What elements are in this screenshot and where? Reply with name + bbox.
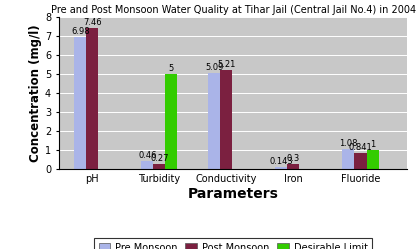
Bar: [153, 164, 165, 169]
Title: Pre and Post Monsoon Water Quality at Tihar Jail (Central Jail No.4) in 2004: Pre and Post Monsoon Water Quality at Ti…: [50, 5, 416, 15]
Bar: [208, 73, 220, 169]
Bar: [74, 37, 86, 169]
Text: 0.841: 0.841: [349, 143, 373, 152]
Text: 7.46: 7.46: [83, 18, 102, 27]
Bar: [141, 161, 153, 169]
Bar: [367, 150, 378, 169]
Text: 0.3: 0.3: [287, 154, 300, 163]
Bar: [354, 153, 367, 169]
X-axis label: Parameters: Parameters: [188, 187, 278, 201]
Text: 1: 1: [370, 140, 375, 149]
Text: 5.21: 5.21: [217, 61, 236, 69]
Text: 0.143: 0.143: [270, 157, 293, 166]
Text: 1.08: 1.08: [339, 139, 358, 148]
Legend: Pre Monsoon, Post Monsoon, Desirable Limit: Pre Monsoon, Post Monsoon, Desirable Lim…: [94, 238, 373, 249]
Y-axis label: Concentration (mg/l): Concentration (mg/l): [29, 25, 42, 162]
Bar: [276, 167, 287, 169]
Text: 0.27: 0.27: [150, 154, 168, 163]
Text: 5.09: 5.09: [205, 63, 223, 72]
Bar: [220, 70, 232, 169]
Bar: [342, 149, 354, 169]
Text: 6.98: 6.98: [71, 27, 89, 36]
Text: 0.46: 0.46: [138, 151, 157, 160]
Text: 5: 5: [169, 64, 174, 73]
Bar: [165, 74, 178, 169]
Bar: [287, 164, 299, 169]
Bar: [86, 28, 98, 169]
